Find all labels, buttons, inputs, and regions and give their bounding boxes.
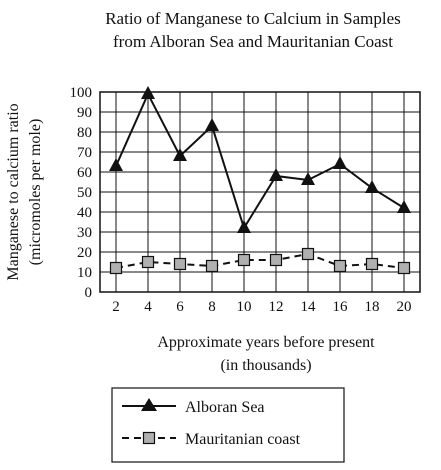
data-point-alboran-sea-2 — [109, 158, 123, 171]
x-tick-label-20: 20 — [397, 299, 412, 315]
y-axis-ticks: 0 10 20 30 40 50 60 70 80 90 100 — [70, 85, 93, 301]
y-tick-label-60: 60 — [77, 165, 92, 181]
y-tick-label-10: 10 — [77, 265, 92, 281]
x-tick-label-16: 16 — [333, 299, 349, 315]
y-tick-label-40: 40 — [77, 205, 92, 221]
data-point-mauritanian-coast-16 — [333, 259, 347, 273]
y-tick-label-100: 100 — [70, 85, 93, 101]
data-point-mauritanian-coast-18 — [365, 257, 379, 271]
y-tick-label-80: 80 — [77, 125, 92, 141]
x-tick-label-18: 18 — [365, 299, 380, 315]
x-tick-label-12: 12 — [269, 299, 284, 315]
x-axis-ticks: 2 4 6 8 10 12 14 16 18 20 — [112, 299, 411, 315]
series-layer — [109, 86, 411, 275]
x-tick-label-6: 6 — [176, 299, 184, 315]
data-point-alboran-sea-12 — [269, 168, 283, 181]
legend-marker-square-icon — [142, 431, 156, 445]
data-point-alboran-sea-10 — [237, 220, 251, 233]
series-line-mauritanian-coast — [115, 252, 405, 269]
y-axis-label-line-1: Manganese to calcium ratio — [5, 103, 22, 280]
data-point-mauritanian-coast-12 — [269, 253, 283, 267]
legend-box — [111, 387, 345, 463]
legend-label-alboran: Alboran Sea — [185, 399, 265, 416]
data-point-alboran-sea-8 — [205, 118, 219, 131]
legend-marker-triangle-icon — [141, 398, 157, 411]
chart-title-line-2: from Alboran Sea and Mauritanian Coast — [113, 32, 393, 51]
y-tick-label-30: 30 — [77, 225, 92, 241]
x-axis-label-line-2: (in thousands) — [220, 357, 311, 374]
chart-title-line-1: Ratio of Manganese to Calcium in Samples — [105, 9, 401, 28]
series-line-alboran-sea — [115, 91, 405, 231]
legend-label-mauritanian: Mauritanian coast — [185, 431, 301, 448]
y-axis-label-line-2: (micromoles per mole) — [27, 119, 44, 266]
data-point-mauritanian-coast-2 — [109, 261, 123, 275]
data-point-alboran-sea-16 — [333, 156, 347, 169]
x-tick-label-14: 14 — [301, 299, 317, 315]
y-tick-label-20: 20 — [77, 245, 92, 261]
data-point-mauritanian-coast-4 — [141, 255, 155, 269]
data-point-mauritanian-coast-8 — [205, 259, 219, 273]
x-tick-label-10: 10 — [237, 299, 252, 315]
y-tick-label-50: 50 — [77, 185, 92, 201]
data-point-mauritanian-coast-10 — [237, 253, 251, 267]
data-point-alboran-sea-4 — [141, 86, 155, 99]
x-tick-label-8: 8 — [208, 299, 216, 315]
data-point-alboran-sea-14 — [301, 172, 315, 185]
data-point-mauritanian-coast-6 — [173, 257, 187, 271]
data-point-mauritanian-coast-14 — [301, 247, 315, 261]
x-tick-label-2: 2 — [112, 299, 120, 315]
data-point-alboran-sea-6 — [173, 148, 187, 161]
data-point-alboran-sea-20 — [397, 200, 411, 213]
data-point-alboran-sea-18 — [365, 180, 379, 193]
legend: Alboran Sea Mauritanian coast — [111, 387, 345, 463]
x-tick-label-4: 4 — [144, 299, 152, 315]
y-tick-label-70: 70 — [77, 145, 92, 161]
x-axis-label-line-1: Approximate years before present — [157, 334, 375, 351]
y-tick-label-90: 90 — [77, 105, 92, 121]
plot-frame — [99, 91, 421, 293]
y-tick-label-0: 0 — [85, 285, 93, 301]
data-point-mauritanian-coast-20 — [397, 261, 411, 275]
